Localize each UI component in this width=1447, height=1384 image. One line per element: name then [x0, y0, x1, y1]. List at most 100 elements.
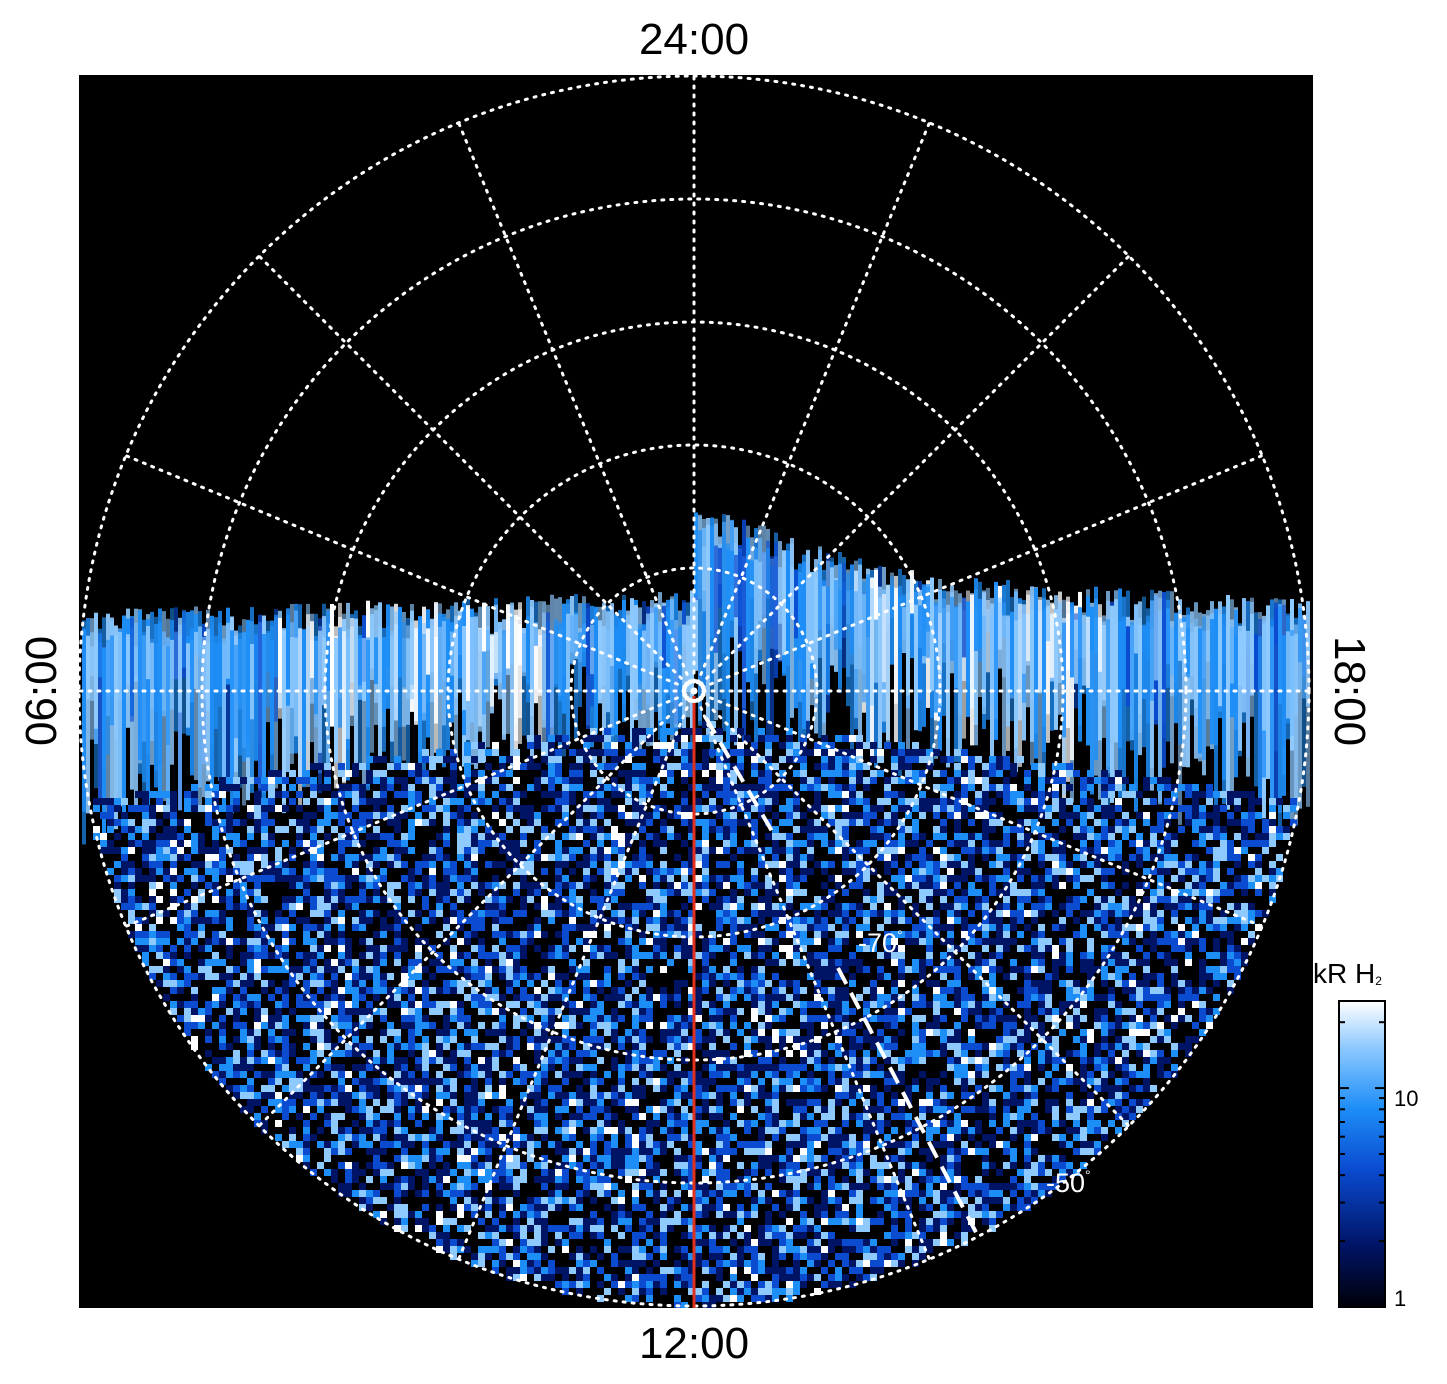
emission-pixel	[835, 938, 842, 945]
emission-pixel	[296, 994, 303, 1001]
emission-pixel	[506, 973, 513, 980]
emission-pixel	[863, 1008, 870, 1015]
emission-pixel	[821, 1001, 828, 1008]
emission-pixel	[1059, 861, 1066, 868]
emission-pixel	[1227, 903, 1234, 910]
emission-streak	[770, 556, 774, 738]
emission-pixel	[415, 1015, 422, 1022]
emission-streak	[426, 628, 430, 675]
emission-pixel	[1087, 805, 1094, 812]
emission-pixel	[373, 966, 380, 973]
emission-pixel	[786, 756, 793, 763]
emission-pixel	[996, 847, 1003, 854]
emission-pixel	[576, 924, 583, 931]
emission-pixel	[919, 931, 926, 938]
emission-pixel	[730, 938, 737, 945]
emission-pixel	[737, 756, 744, 763]
emission-pixel	[191, 994, 198, 1001]
emission-pixel	[618, 889, 625, 896]
emission-pixel	[478, 966, 485, 973]
emission-pixel	[877, 833, 884, 840]
emission-pixel	[1192, 1001, 1199, 1008]
emission-pixel	[814, 763, 821, 770]
emission-pixel	[716, 1008, 723, 1015]
emission-pixel	[975, 812, 982, 819]
emission-pixel	[373, 931, 380, 938]
emission-pixel	[975, 777, 982, 784]
emission-pixel	[527, 896, 534, 903]
emission-pixel	[842, 959, 849, 966]
emission-pixel	[1171, 833, 1178, 840]
emission-pixel	[604, 868, 611, 875]
emission-pixel	[954, 910, 961, 917]
emission-pixel	[793, 952, 800, 959]
emission-pixel	[478, 889, 485, 896]
emission-pixel	[737, 966, 744, 973]
emission-pixel	[590, 861, 597, 868]
emission-pixel	[1017, 798, 1024, 805]
emission-streak	[1274, 608, 1278, 806]
emission-pixel	[912, 805, 919, 812]
emission-pixel	[1150, 1015, 1157, 1022]
emission-pixel	[1220, 882, 1227, 889]
emission-pixel	[135, 924, 142, 931]
emission-pixel	[814, 833, 821, 840]
emission-pixel	[254, 1001, 261, 1008]
emission-pixel	[1164, 840, 1171, 847]
emission-pixel	[436, 749, 443, 756]
emission-pixel	[912, 1015, 919, 1022]
emission-pixel	[163, 952, 170, 959]
emission-pixel	[555, 735, 562, 742]
emission-pixel	[408, 973, 415, 980]
emission-pixel	[688, 868, 695, 875]
emission-pixel	[688, 749, 695, 756]
emission-pixel	[450, 1008, 457, 1015]
emission-pixel	[429, 763, 436, 770]
emission-pixel	[1157, 826, 1164, 833]
emission-pixel	[772, 889, 779, 896]
emission-pixel	[513, 945, 520, 952]
emission-streak	[402, 621, 406, 688]
emission-pixel	[667, 763, 674, 770]
emission-pixel	[716, 770, 723, 777]
emission-streak	[986, 587, 990, 633]
emission-pixel	[856, 931, 863, 938]
emission-pixel	[1143, 819, 1150, 826]
emission-pixel	[961, 791, 968, 798]
emission-pixel	[1157, 854, 1164, 861]
emission-pixel	[352, 917, 359, 924]
emission-pixel	[247, 959, 254, 966]
emission-pixel	[1227, 812, 1234, 819]
emission-pixel	[338, 763, 345, 770]
emission-pixel	[485, 959, 492, 966]
emission-pixel	[695, 784, 702, 791]
emission-pixel	[884, 931, 891, 938]
emission-pixel	[457, 1001, 464, 1008]
emission-pixel	[1178, 1015, 1185, 1022]
emission-pixel	[282, 945, 289, 952]
emission-pixel	[625, 938, 632, 945]
emission-pixel	[590, 735, 597, 742]
emission-streak	[822, 586, 826, 766]
emission-pixel	[373, 798, 380, 805]
emission-streak	[506, 604, 510, 669]
emission-pixel	[1220, 854, 1227, 861]
emission-streak	[934, 602, 938, 713]
emission-pixel	[1192, 840, 1199, 847]
emission-pixel	[765, 847, 772, 854]
emission-pixel	[758, 770, 765, 777]
emission-pixel	[856, 945, 863, 952]
emission-pixel	[625, 868, 632, 875]
emission-streak	[814, 559, 818, 734]
emission-pixel	[919, 798, 926, 805]
emission-pixel	[646, 903, 653, 910]
emission-pixel	[688, 896, 695, 903]
emission-pixel	[142, 861, 149, 868]
emission-pixel	[1066, 938, 1073, 945]
emission-pixel	[254, 819, 261, 826]
emission-pixel	[415, 798, 422, 805]
emission-pixel	[1066, 868, 1073, 875]
emission-pixel	[443, 938, 450, 945]
emission-pixel	[1178, 931, 1185, 938]
emission-pixel	[268, 798, 275, 805]
